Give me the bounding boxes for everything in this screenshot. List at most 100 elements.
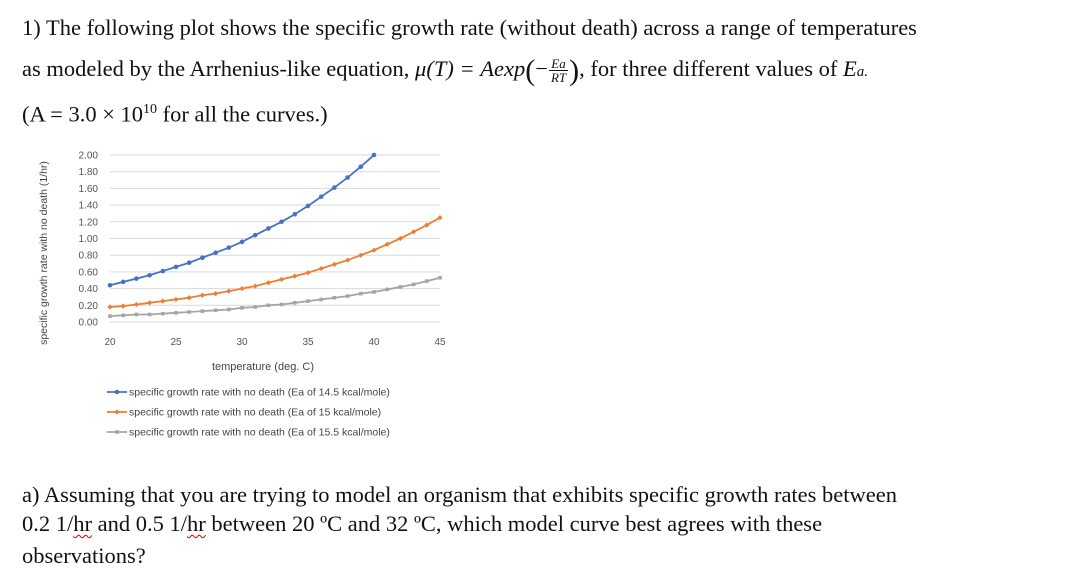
hr-unit-2: hr — [187, 511, 206, 536]
minus-sign: − — [535, 56, 548, 81]
exponent: 10 — [143, 102, 158, 117]
data-point — [359, 291, 363, 296]
answer-line-2: 0.2 1/hr and 0.5 1/hr between 20 ºC and … — [22, 510, 822, 538]
answer-line-1: a) Assuming that you are trying to model… — [22, 481, 897, 509]
data-point — [200, 255, 205, 261]
data-point — [279, 302, 284, 307]
data-point — [253, 305, 257, 309]
question-line-1: 1) The following plot shows the specific… — [22, 14, 917, 42]
data-point — [239, 239, 245, 245]
data-point — [279, 276, 285, 283]
data-point — [345, 257, 351, 263]
data-point — [411, 229, 417, 235]
data-point — [107, 282, 113, 288]
answer-line-3: observations? — [22, 542, 146, 570]
data-point — [306, 299, 310, 303]
data-point — [358, 164, 364, 169]
data-point — [187, 310, 191, 314]
data-point — [384, 241, 390, 247]
legend-entry: specific growth rate with no death (Ea o… — [129, 387, 390, 399]
chart-series — [107, 152, 443, 318]
y-tick-label: 0.00 — [79, 318, 99, 329]
x-tick-label: 30 — [236, 337, 248, 348]
data-point — [240, 306, 244, 310]
data-point — [437, 215, 443, 221]
question-line-3: (A = 3.0 × 1010 for all the curves.) — [22, 96, 328, 129]
data-point — [200, 309, 205, 313]
legend-marker — [115, 430, 119, 434]
y-tick-label: 1.00 — [79, 234, 99, 245]
question-text-1: 1) The following plot shows the specific… — [22, 15, 917, 40]
question-text-2a: as modeled by the Arrhenius-like equatio… — [22, 56, 416, 81]
fraction-denominator: RT — [550, 70, 567, 86]
y-axis-ticks: 0.00 0.20 0.40 0.60 0.80 1.00 1.20 1.40 1.60 1.80… — [79, 151, 99, 329]
data-point — [332, 295, 337, 300]
data-point — [108, 314, 112, 318]
legend-entry: specific growth rate with no death (Ea o… — [129, 407, 381, 419]
growth-rate-chart: 0.00 0.20 0.40 0.60 0.80 1.00 1.20 1.40 1.60 1.80… — [38, 151, 446, 439]
data-point — [239, 286, 245, 292]
data-point — [173, 264, 179, 270]
data-point — [305, 270, 311, 276]
data-point — [266, 226, 271, 231]
data-point — [345, 294, 350, 298]
data-point — [213, 308, 218, 313]
data-point — [174, 311, 178, 315]
data-point — [120, 303, 126, 309]
data-point — [107, 304, 113, 310]
question-text-3a: (A = 3.0 × 10 — [22, 101, 144, 127]
data-point — [133, 301, 139, 308]
answer-text-2b: and 0.5 1/ — [92, 511, 188, 536]
data-point — [358, 252, 364, 258]
y-tick-label: 0.80 — [79, 251, 99, 262]
data-point — [147, 312, 152, 317]
data-point — [147, 272, 152, 278]
data-point — [161, 311, 165, 316]
data-point — [252, 283, 258, 289]
data-point — [292, 211, 298, 217]
y-tick-label: 1.20 — [79, 217, 99, 228]
data-point — [147, 300, 153, 306]
legend-entry: specific growth rate with no death (Ea o… — [129, 427, 390, 439]
question-line-2: as modeled by the Arrhenius-like equatio… — [22, 55, 868, 86]
data-point — [226, 288, 232, 294]
data-point — [186, 295, 192, 301]
x-tick-label: 35 — [302, 337, 314, 348]
y-tick-label: 0.60 — [79, 267, 99, 278]
y-tick-label: 1.60 — [79, 184, 99, 195]
equation-lhs: μ(T) = Aexp — [415, 56, 526, 81]
series-line-2 — [109, 216, 441, 308]
data-point — [121, 313, 125, 318]
x-axis-label: temperature (deg. C) — [212, 361, 314, 373]
data-point — [371, 152, 377, 158]
chart-grid — [110, 154, 440, 323]
data-point — [120, 279, 126, 285]
question-text-2b: , for three different values of — [579, 56, 843, 81]
data-point — [293, 300, 297, 305]
data-point — [397, 235, 403, 242]
series-line-3 — [109, 276, 441, 318]
answer-text-2c: between 20 ºC and 32 ºC, which model cur… — [205, 511, 823, 536]
x-axis-ticks: 20 25 30 35 40 45 — [104, 337, 446, 348]
data-point — [160, 268, 166, 274]
data-point — [252, 232, 258, 238]
equation-fraction: Ea RT — [548, 57, 569, 86]
y-axis-label: specific growth rate with no death (1/hr… — [38, 161, 50, 345]
data-point — [345, 175, 350, 180]
data-point — [173, 296, 179, 303]
paren-close: ) — [569, 53, 580, 87]
data-point — [227, 307, 231, 312]
ea-subscript: a. — [856, 64, 868, 80]
data-point — [292, 273, 298, 279]
data-point — [305, 203, 311, 209]
question-text-3b: for all the curves.) — [157, 101, 328, 127]
ea-symbol: E — [842, 56, 857, 81]
answer-text-1: a) Assuming that you are trying to model… — [22, 482, 898, 507]
data-point — [331, 261, 337, 267]
data-point — [213, 250, 218, 255]
y-tick-label: 1.80 — [79, 167, 99, 178]
x-tick-label: 40 — [368, 337, 380, 348]
data-point — [134, 276, 139, 281]
x-tick-label: 25 — [170, 337, 182, 348]
data-point — [226, 245, 232, 250]
